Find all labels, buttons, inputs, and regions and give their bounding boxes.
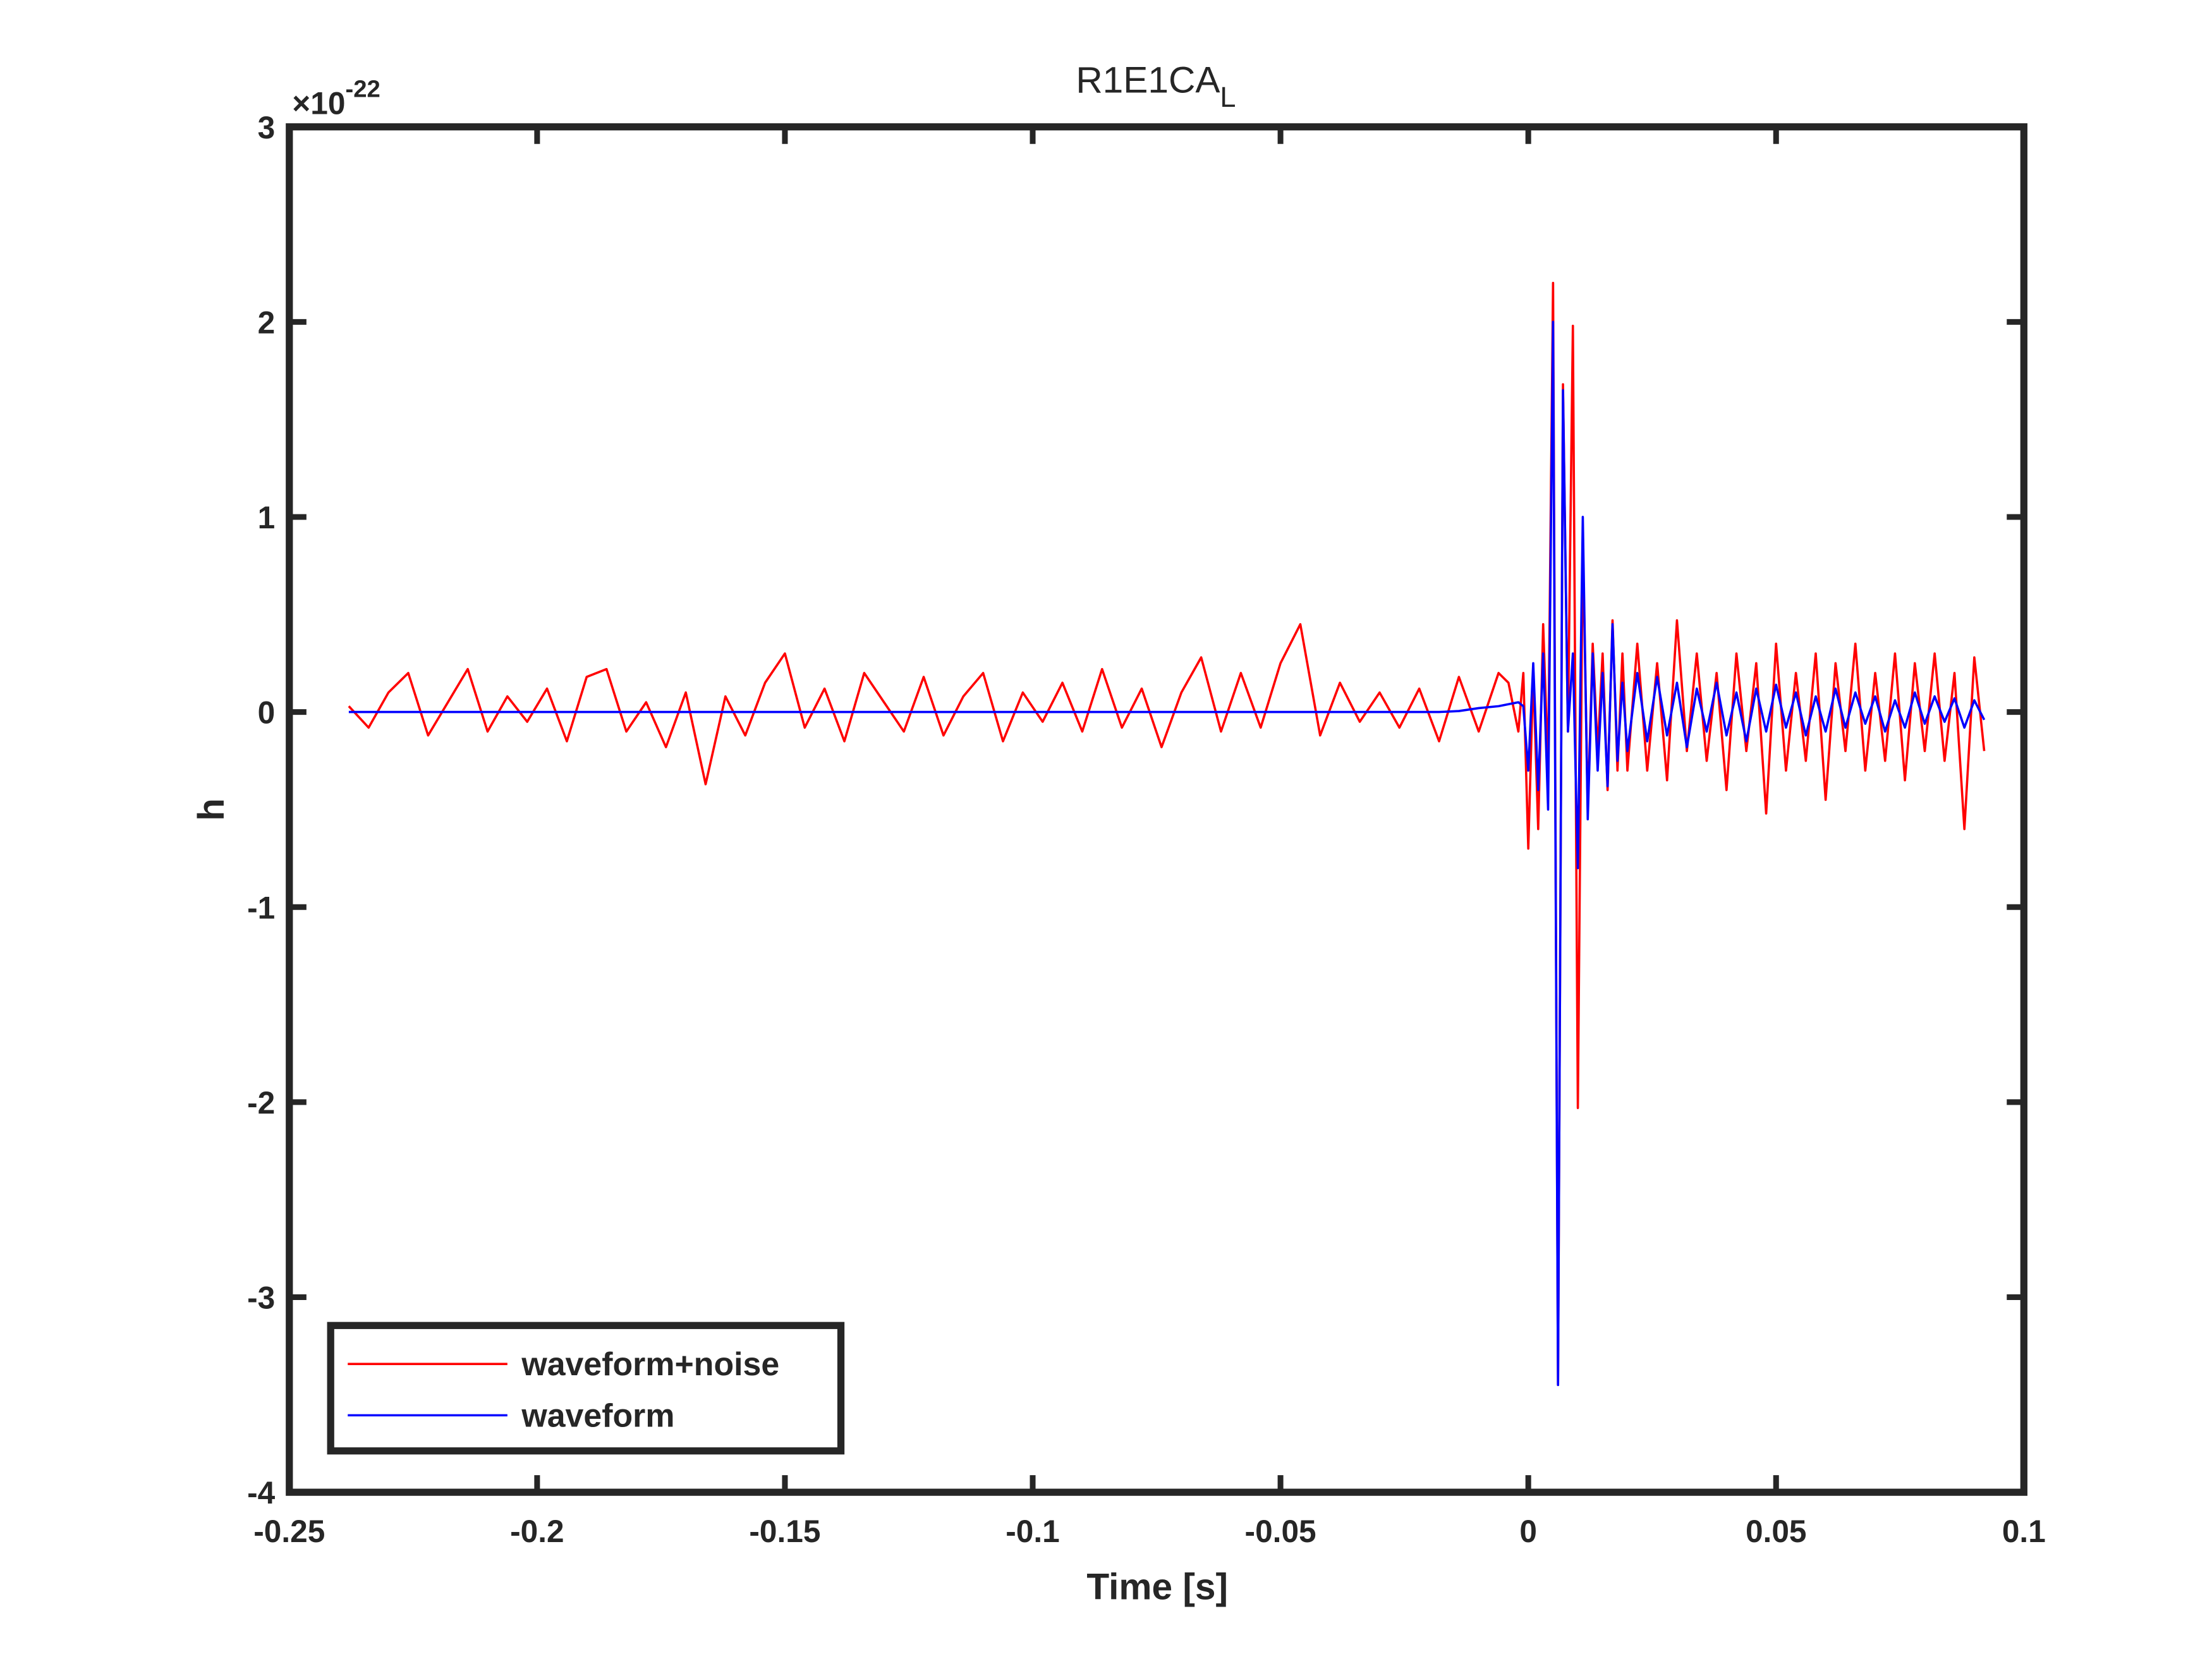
- chart-title: R1E1CAL: [1076, 60, 1236, 114]
- title-main: R1E1CA: [1076, 60, 1220, 101]
- legend: waveform+noise waveform: [327, 1322, 845, 1455]
- x-axis-label: Time [s]: [1086, 1566, 1228, 1607]
- y-tick-label: 0: [258, 695, 276, 731]
- y-tick-label: 1: [258, 500, 276, 535]
- y-multiplier-exponent: -22: [345, 75, 380, 102]
- x-tick-label: 0.05: [1746, 1514, 1807, 1549]
- series-line: [348, 320, 1986, 1387]
- legend-label: waveform+noise: [521, 1346, 779, 1382]
- x-tick-label: 0: [1519, 1514, 1537, 1549]
- y-axis-label: h: [191, 798, 232, 821]
- title-subscript: L: [1220, 81, 1236, 113]
- y-multiplier-base: ×10: [292, 85, 345, 121]
- x-tick-label: -0.2: [510, 1514, 564, 1549]
- x-tick-label: -0.15: [749, 1514, 820, 1549]
- x-tick-label: -0.25: [253, 1514, 325, 1549]
- legend-label: waveform: [521, 1397, 674, 1433]
- x-tick-label: 0.1: [2002, 1514, 2046, 1549]
- y-tick-label: 2: [258, 305, 276, 340]
- y-multiplier: ×10-22: [292, 75, 380, 121]
- y-tick-label: -3: [247, 1280, 275, 1316]
- x-tick-label: -0.05: [1245, 1514, 1316, 1549]
- axes-box: [286, 123, 2027, 1496]
- y-tick-label: -4: [247, 1475, 276, 1510]
- y-tick-label: -1: [247, 890, 275, 925]
- y-tick-label: 3: [258, 110, 276, 145]
- series-line: [348, 281, 1986, 1387]
- legend-box: [327, 1322, 845, 1455]
- x-tick-label: -0.1: [1006, 1514, 1059, 1549]
- y-tick-label: -2: [247, 1085, 275, 1121]
